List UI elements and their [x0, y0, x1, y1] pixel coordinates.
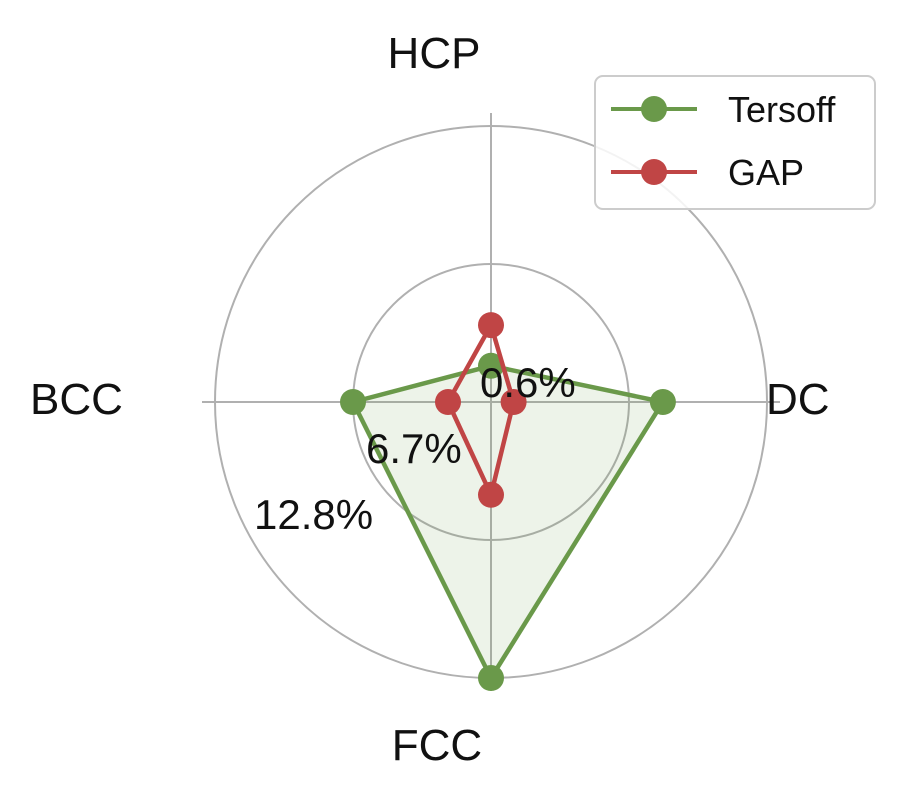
legend-label-tersoff: Tersoff: [728, 89, 836, 130]
series-area-tersoff: [353, 365, 663, 678]
axis-label-fcc: FCC: [392, 721, 482, 770]
point-tersoff-fcc: [478, 665, 504, 691]
legend-marker-tersoff: [641, 96, 667, 122]
point-tersoff-hcp: [478, 352, 504, 379]
point-gap-fcc: [478, 481, 504, 508]
point-tersoff-dc: [649, 389, 676, 415]
legend: Tersoff GAP: [594, 75, 876, 210]
axis-label-bcc: BCC: [30, 375, 123, 424]
r-tick-label-6.7: 6.7%: [366, 425, 462, 472]
axis-label-dc: DC: [766, 375, 830, 424]
axis-label-hcp: HCP: [388, 29, 481, 78]
series-layer: [340, 312, 676, 691]
legend-label-gap: GAP: [728, 152, 804, 193]
point-gap-dc: [500, 389, 527, 415]
r-tick-label-12.8: 12.8%: [254, 491, 373, 538]
point-gap-bcc: [435, 389, 461, 415]
legend-marker-gap: [641, 159, 667, 185]
point-gap-hcp: [478, 312, 504, 339]
r-tick-label-0.6: 0.6%: [480, 359, 576, 406]
point-tersoff-bcc: [340, 389, 366, 415]
labels: HCP DC FCC BCC 0.6% 6.7% 12.8%: [30, 29, 830, 770]
